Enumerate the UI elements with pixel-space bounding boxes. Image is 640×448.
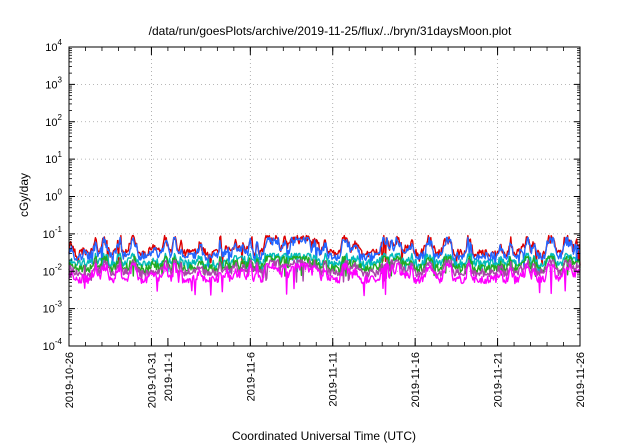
y-tick-base: 10 [45,192,57,204]
plot-frame [68,46,581,347]
x-axis-label: Coordinated Universal Time (UTC) [232,429,416,443]
x-tick-label: 2019-11-21 [493,352,505,407]
x-tick-labels: 2019-10-26 2019-10-31 2019-11-6 2019-11-11 2… [64,352,587,408]
y-tick-base: 10 [43,304,55,316]
y-tick-exponent: 1 [58,150,63,159]
y-tick-label: 102 [45,113,62,129]
series-group [68,234,581,297]
series-line [68,262,581,297]
y-tick-base: 10 [43,266,55,278]
grid-lines [69,47,580,346]
x-tick-label: 2019-11-11 [328,352,340,407]
x-tick-label: 2019-10-31 [146,352,158,408]
y-tick-base: 10 [45,154,57,166]
y-tick-exponent: -3 [55,300,63,309]
y-tick-exponent: 2 [58,113,63,122]
y-tick-exponent: -1 [55,225,63,234]
y-tick-label: 103 [45,75,62,91]
y-tick-base: 10 [43,229,55,241]
y-tick-exponent: -2 [55,262,63,271]
y-tick-label: 10-2 [43,262,63,278]
y-tick-label: 10-1 [43,225,63,241]
y-tick-exponent: 3 [58,75,63,84]
x-tick-label: 2019-11-26 [575,352,587,407]
y-tick-base: 10 [45,117,57,129]
y-tick-base: 10 [45,42,57,54]
x-tick-label: 2019-11-16 [410,352,422,407]
series-line [68,255,581,277]
x-tick-label: 2019-10-26 [64,352,76,408]
y-tick-label: 100 [45,188,62,204]
x-tick-label: 2019-11-6 [245,352,257,401]
y-tick-label: 104 [45,38,62,54]
y-tick-base: 10 [45,79,57,91]
y-tick-label: 10-3 [43,300,63,316]
series-line [68,236,581,269]
y-tick-label: 101 [45,150,62,166]
chart-title: /data/run/goesPlots/archive/2019-11-25/f… [149,24,512,38]
x-tick-label: 2019-11-1 [163,352,175,401]
y-tick-exponent: -4 [55,337,63,346]
y-tick-exponent: 0 [58,188,63,197]
series-line [68,259,581,283]
y-tick-label: 10-4 [43,337,63,353]
y-tick-base: 10 [43,341,55,353]
y-axis-label: cGy/day [17,173,31,217]
y-tick-exponent: 4 [58,38,63,47]
